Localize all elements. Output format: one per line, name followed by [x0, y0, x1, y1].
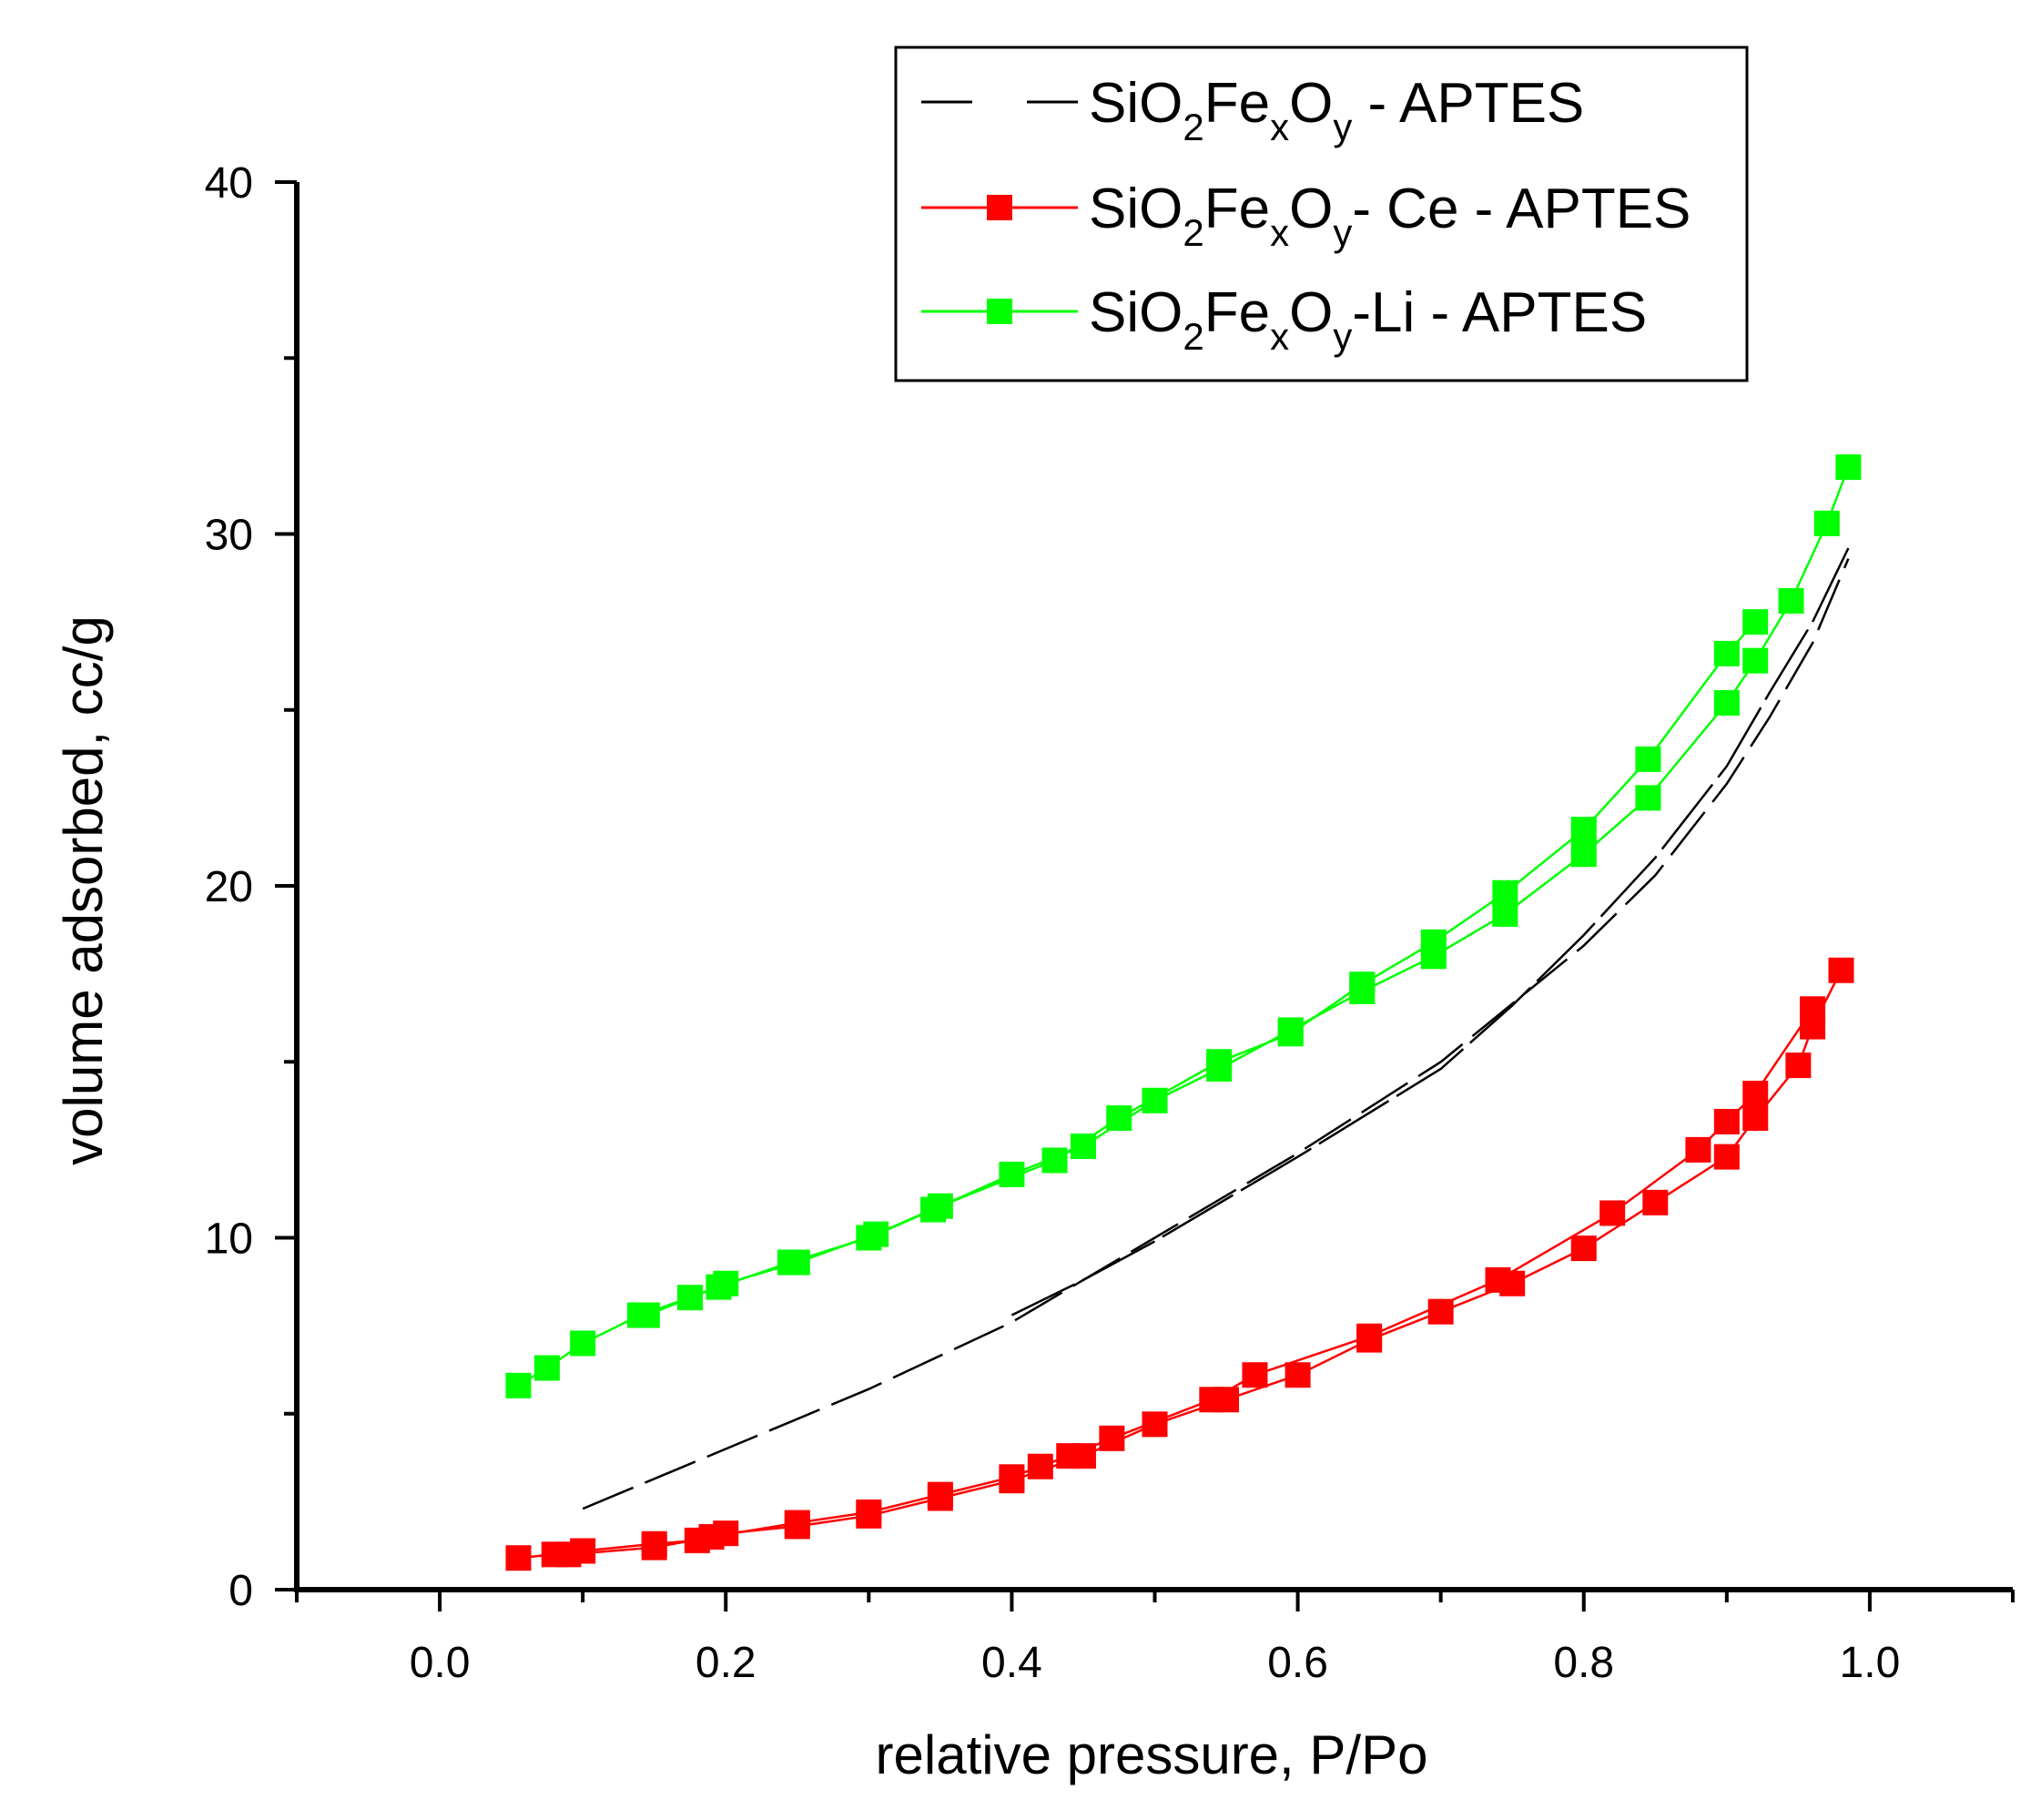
series-line-desorption [646, 621, 1757, 1317]
data-point [1277, 1021, 1304, 1047]
data-point [505, 1545, 532, 1571]
data-point [1056, 1443, 1082, 1469]
data-point [863, 1221, 889, 1247]
legend-marker [987, 195, 1012, 220]
series-1 [505, 957, 1854, 1571]
legend-entry-0: SiO2FexOy - APTES [921, 72, 1584, 148]
series-2 [505, 454, 1862, 1398]
data-point [927, 1193, 953, 1219]
data-point [1713, 690, 1740, 717]
data-point [927, 1481, 953, 1508]
data-point [533, 1355, 560, 1381]
data-point [1642, 1189, 1669, 1215]
series-line-adsorption [518, 970, 1843, 1560]
series-line-desorption [568, 1008, 1814, 1556]
series-line-adsorption [582, 558, 1850, 1510]
data-point [1142, 1411, 1168, 1438]
data-point [1485, 1266, 1511, 1293]
data-point [555, 1541, 582, 1568]
y-ticks: 0 10 20 30 40 [205, 159, 297, 1615]
legend-label: SiO2FexOy - APTES [1089, 72, 1584, 148]
data-point [1713, 1144, 1740, 1170]
data-point [1742, 609, 1769, 635]
data-point [676, 1285, 703, 1311]
data-point [1742, 1081, 1769, 1107]
data-point [1599, 1200, 1626, 1226]
y-tick-label: 20 [205, 863, 253, 911]
data-point [1828, 957, 1854, 983]
data-point [999, 1161, 1025, 1187]
data-point [784, 1510, 810, 1536]
axes: 0.0 0.2 0.4 0.6 0.8 1.0 0 10 20 30 40 [205, 159, 2015, 1687]
series-line-adsorption [517, 466, 1850, 1387]
data-point [1742, 647, 1769, 674]
data-point [1492, 879, 1518, 906]
legend-entries: SiO2FexOy - APTES SiO2FexOy- Ce - APTES Si… [921, 72, 1691, 358]
data-point [713, 1270, 739, 1296]
x-axis-title: relative pressure, P/Po [876, 1724, 1428, 1785]
plot-area [505, 454, 1862, 1571]
data-point [1427, 1298, 1454, 1325]
legend-label: SiO2FexOy-Li - APTES [1089, 281, 1647, 358]
y-tick-label: 10 [205, 1215, 253, 1264]
data-point [1099, 1425, 1125, 1451]
y-axis-title: volume adsorbed, cc/g [53, 615, 114, 1165]
series-line-desorption [1010, 547, 1850, 1317]
data-point [634, 1302, 660, 1328]
data-point [570, 1330, 596, 1357]
x-tick-label: 1.0 [1840, 1639, 1901, 1687]
data-point [1242, 1362, 1268, 1388]
data-point [1027, 1453, 1053, 1479]
data-point [1713, 1108, 1740, 1134]
data-point [1199, 1387, 1225, 1413]
legend-entry-2: SiO2FexOy-Li - APTES [921, 281, 1647, 358]
data-point [1041, 1147, 1068, 1174]
y-tick-label: 40 [205, 159, 253, 208]
data-point [1570, 817, 1597, 843]
data-point [641, 1534, 667, 1561]
x-tick-label: 0.8 [1553, 1639, 1614, 1687]
data-point [1635, 746, 1661, 772]
data-point [1142, 1087, 1168, 1113]
data-point [1778, 587, 1804, 614]
data-point [856, 1499, 882, 1525]
data-point [1685, 1136, 1711, 1163]
data-point [1635, 785, 1661, 811]
data-point [784, 1249, 810, 1276]
data-point [505, 1372, 532, 1398]
data-point [1285, 1362, 1311, 1388]
data-point [1813, 510, 1840, 536]
data-point [1106, 1105, 1132, 1132]
data-point [1356, 1323, 1383, 1349]
data-point [1070, 1134, 1096, 1160]
legend-entry-1: SiO2FexOy- Ce - APTES [921, 178, 1691, 254]
y-tick-label: 0 [228, 1567, 253, 1615]
y-tick-label: 30 [205, 512, 253, 560]
x-ticks: 0.0 0.2 0.4 0.6 0.8 1.0 [295, 1590, 2015, 1687]
data-point [1800, 996, 1826, 1022]
data-point [1835, 454, 1862, 481]
data-point [1713, 640, 1740, 666]
data-point [1420, 929, 1447, 955]
data-point [1785, 1052, 1812, 1079]
x-tick-label: 0.4 [981, 1639, 1042, 1687]
legend-marker [987, 299, 1012, 324]
data-point [1742, 1105, 1769, 1132]
x-tick-label: 0.0 [410, 1639, 471, 1687]
legend-label: SiO2FexOy- Ce - APTES [1089, 178, 1691, 254]
data-point [1206, 1049, 1233, 1075]
data-point [999, 1464, 1025, 1490]
legend: SiO2FexOy - APTES SiO2FexOy- Ce - APTES Si… [894, 46, 1749, 382]
data-point [698, 1524, 725, 1551]
x-tick-label: 0.6 [1267, 1639, 1328, 1687]
data-point [1349, 971, 1376, 998]
x-tick-label: 0.2 [696, 1639, 756, 1687]
data-point [1570, 841, 1597, 868]
series-0 [582, 547, 1850, 1510]
data-point [1570, 1235, 1597, 1262]
